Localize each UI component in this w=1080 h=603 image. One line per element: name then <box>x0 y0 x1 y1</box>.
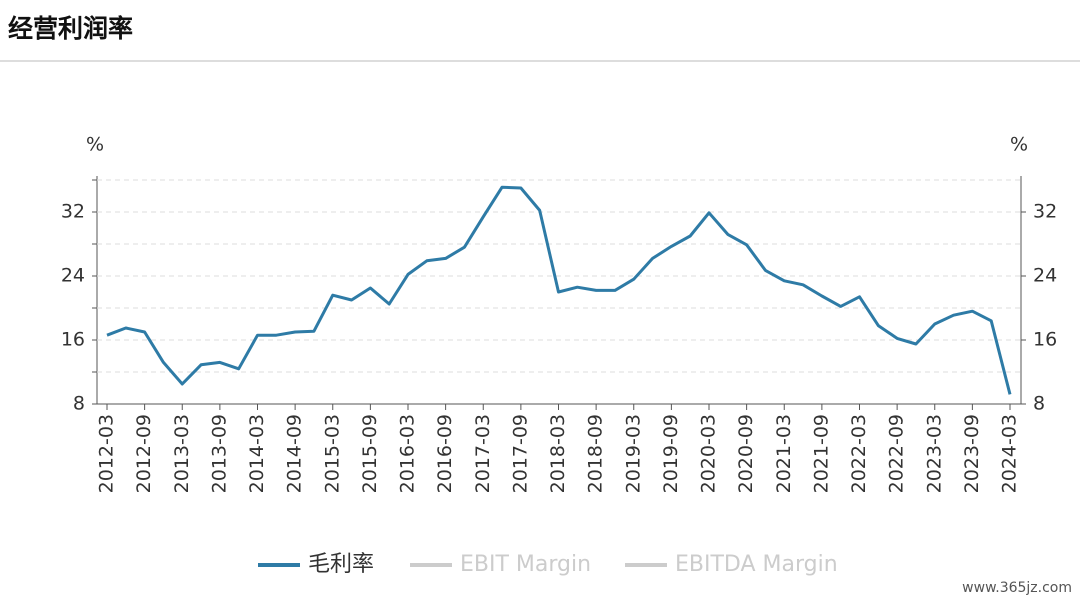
x-tick-label: 2013-09 <box>208 414 230 493</box>
legend-label[interactable]: EBITDA Margin <box>675 552 838 577</box>
y2-tick-label: 32 <box>1033 201 1057 223</box>
x-tick-label: 2023-09 <box>961 414 983 493</box>
x-tick-label: 2021-09 <box>810 414 832 493</box>
x-tick-label: 2023-03 <box>923 414 945 493</box>
page-title: 经营利润率 <box>8 14 133 43</box>
data-line <box>106 185 1012 395</box>
y2-tick-label: 8 <box>1033 393 1045 415</box>
x-tick-label: 2012-09 <box>133 414 155 493</box>
y-tick-label: 16 <box>61 329 85 351</box>
x-tick-label: 2013-03 <box>171 414 193 493</box>
x-tick-label: 2020-09 <box>735 414 757 493</box>
x-tick-label: 2022-03 <box>848 414 870 493</box>
x-tick-label: 2019-09 <box>660 414 682 493</box>
y-tick-label: 24 <box>61 265 85 287</box>
y-tick-label: 8 <box>73 393 85 415</box>
watermark: www.365jz.com <box>962 580 1072 596</box>
legend-label[interactable]: EBIT Margin <box>460 552 591 577</box>
y2-axis-label: % <box>1010 134 1028 156</box>
x-tick-label: 2024-03 <box>999 414 1021 493</box>
legend-label[interactable]: 毛利率 <box>308 552 374 577</box>
x-tick-label: 2016-09 <box>434 414 456 493</box>
x-tick-label: 2021-03 <box>773 414 795 493</box>
x-tick-label: 2015-03 <box>321 414 343 493</box>
x-tick-label: 2017-03 <box>472 414 494 493</box>
y-tick-label: 32 <box>61 201 85 223</box>
x-tick-label: 2019-03 <box>622 414 644 493</box>
x-tick-label: 2022-09 <box>886 414 908 493</box>
y2-tick-label: 24 <box>1033 265 1057 287</box>
x-tick-label: 2020-03 <box>698 414 720 493</box>
x-tick-label: 2016-03 <box>397 414 419 493</box>
x-tick-label: 2018-09 <box>585 414 607 493</box>
x-tick-label: 2014-03 <box>246 414 268 493</box>
x-tick-label: 2014-09 <box>284 414 306 493</box>
x-tick-label: 2015-09 <box>359 414 381 493</box>
x-tick-label: 2012-03 <box>96 414 118 493</box>
x-tick-label: 2017-09 <box>509 414 531 493</box>
y-axis-label: % <box>86 134 104 156</box>
x-tick-label: 2018-03 <box>547 414 569 493</box>
y2-tick-label: 16 <box>1033 329 1057 351</box>
